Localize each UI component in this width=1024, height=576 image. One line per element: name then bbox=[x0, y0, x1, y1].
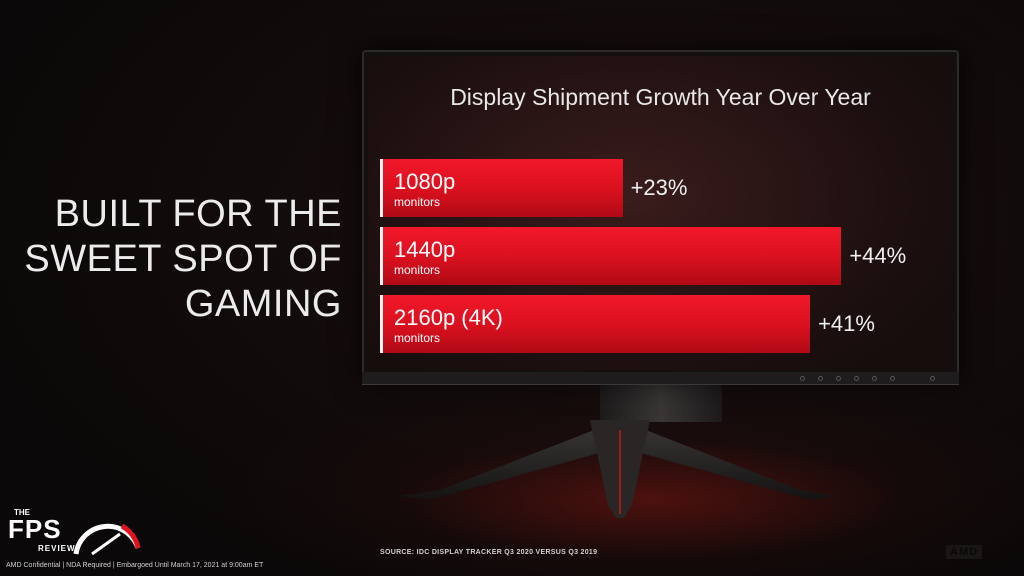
fps-review-logo: THE FPS REVIEW bbox=[8, 508, 148, 560]
bar-2 bbox=[383, 295, 811, 353]
bar-axis-line bbox=[380, 227, 383, 285]
monitor-stand-base bbox=[400, 420, 840, 518]
bar-value-label: +44% bbox=[849, 243, 907, 268]
speedometer-gauge-icon bbox=[73, 523, 141, 556]
headline-line-1: BUILT FOR THE bbox=[54, 193, 342, 235]
bar-0 bbox=[383, 159, 623, 217]
monitor-bezel-button bbox=[930, 376, 935, 381]
monitor-bezel-button bbox=[872, 376, 877, 381]
bar-category-label: 2160p (4K) bbox=[394, 305, 503, 330]
bar-value-label: +23% bbox=[630, 175, 688, 200]
logo-review-text: REVIEW bbox=[38, 544, 76, 553]
monitor-bezel-button bbox=[890, 376, 895, 381]
monitor-bezel-button bbox=[800, 376, 805, 381]
bar-category-label: 1440p bbox=[394, 237, 456, 262]
bar-category-label: 1080p bbox=[394, 169, 456, 194]
logo-fps-text: FPS bbox=[8, 514, 62, 544]
headline-line-2: SWEET SPOT OF bbox=[24, 238, 342, 280]
bar-sublabel: monitors bbox=[394, 263, 441, 277]
bar-axis-line bbox=[380, 159, 383, 217]
bar-axis-line bbox=[380, 295, 383, 353]
monitor-stand-neck bbox=[600, 384, 722, 422]
bar-sublabel: monitors bbox=[394, 195, 441, 209]
confidential-note: AMD Confidential | NDA Required | Embarg… bbox=[6, 562, 264, 569]
monitor-bezel-button bbox=[818, 376, 823, 381]
bar-1 bbox=[383, 227, 842, 285]
bar-value-label: +41% bbox=[818, 311, 875, 336]
amd-logo: AMD bbox=[946, 545, 983, 559]
monitor-bezel-button bbox=[836, 376, 841, 381]
source-note: SOURCE: IDC DISPLAY TRACKER Q3 2020 VERS… bbox=[380, 549, 598, 556]
headline-line-3: GAMING bbox=[184, 283, 342, 325]
logo-the-text: THE bbox=[14, 508, 30, 517]
monitor-bezel-button bbox=[854, 376, 859, 381]
monitor-bezel bbox=[362, 372, 959, 385]
chart-title: Display Shipment Growth Year Over Year bbox=[450, 84, 871, 110]
bar-sublabel: monitors bbox=[394, 331, 441, 345]
slide-headline: BUILT FOR THE SWEET SPOT OF GAMING bbox=[20, 192, 342, 327]
floor-glow bbox=[0, 380, 1024, 576]
